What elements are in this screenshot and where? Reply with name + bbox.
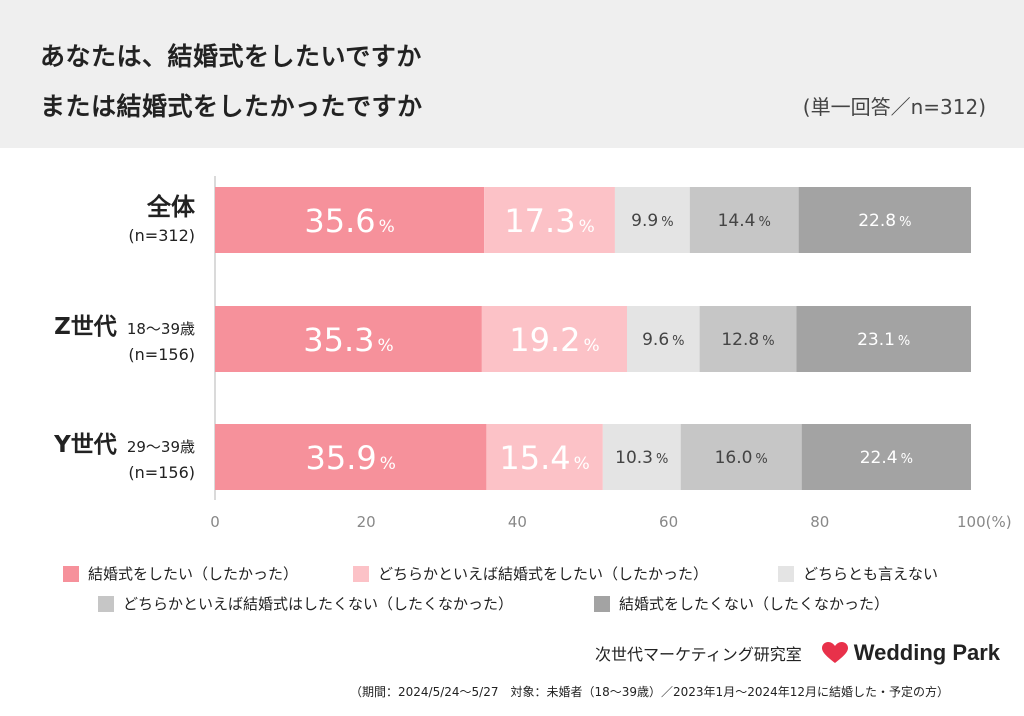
bar-segment — [614, 187, 690, 253]
bar-segment — [215, 187, 485, 253]
header-band: あなたは、結婚式をしたいですか または結婚式をしたかったですか (単一回答／n=… — [0, 0, 1024, 148]
x-tick-label: 40 — [508, 513, 527, 531]
legend-label: 結婚式をしたくない（したくなかった） — [619, 595, 890, 613]
data-label: 14.4% — [718, 211, 771, 231]
data-label: 9.9% — [631, 211, 673, 231]
data-label: 23.1% — [857, 330, 910, 350]
legend-item: どちらとも言えない — [778, 563, 938, 584]
legend-label: どちらかといえば結婚式はしたくない（したくなかった） — [123, 595, 514, 613]
data-label: 22.4% — [860, 448, 913, 468]
bar-segment — [689, 187, 799, 253]
bar-segment — [481, 306, 628, 372]
bar-segment — [486, 424, 603, 490]
bar-segment — [215, 306, 482, 372]
x-tick-label: 100(%) — [957, 513, 1012, 531]
data-label: 35.6% — [304, 202, 394, 240]
category-label: Y世代 29〜39歳 — [53, 432, 195, 458]
lab-name: 次世代マーケティング研究室 — [595, 645, 802, 664]
legend-label: 結婚式をしたい（したかった） — [88, 565, 299, 583]
category-label: 全体 — [146, 193, 196, 221]
bar-segment — [484, 187, 615, 253]
legend-item: どちらかといえば結婚式をしたい（したかった） — [353, 563, 708, 584]
data-label: 22.8% — [858, 211, 911, 231]
legend-swatch — [594, 595, 610, 612]
bar-segment — [798, 187, 971, 253]
heart-icon — [821, 642, 848, 663]
bar-segment — [602, 424, 681, 490]
category-n-label: (n=156) — [128, 463, 195, 482]
bar-segment — [215, 424, 487, 490]
response-basis: (単一回答／n=312) — [802, 95, 986, 119]
chart-title: あなたは、結婚式をしたいですか または結婚式をしたかったですか — [40, 32, 423, 132]
x-tick-label: 80 — [810, 513, 829, 531]
x-tick-label: 20 — [357, 513, 376, 531]
data-label: 35.9% — [305, 439, 395, 477]
category-n-label: (n=312) — [128, 226, 195, 245]
legend-item: どちらかといえば結婚式はしたくない（したくなかった） — [98, 593, 513, 614]
x-tick-label: 0 — [210, 513, 220, 531]
wedding-park-logo: Wedding Park — [821, 640, 1001, 666]
legend-swatch — [778, 565, 794, 582]
data-label: 9.6% — [642, 330, 684, 350]
logo-text: Wedding Park — [853, 640, 1001, 665]
data-label: 10.3% — [615, 448, 668, 468]
data-label: 17.3% — [504, 202, 594, 240]
bar-segment — [796, 306, 971, 372]
data-label: 19.2% — [509, 321, 599, 359]
title-line-1: あなたは、結婚式をしたいですか — [40, 42, 422, 71]
bar-segment — [801, 424, 971, 490]
brand-block: 次世代マーケティング研究室 Wedding Park — [595, 640, 1000, 666]
category-label: Z世代 18〜39歳 — [54, 314, 195, 340]
footnote: （期間：2024/5/24〜5/27 対象：未婚者（18〜39歳）／2023年1… — [350, 685, 950, 699]
legend-label: どちらとも言えない — [803, 565, 939, 583]
legend-swatch — [98, 595, 114, 612]
x-tick-label: 60 — [659, 513, 678, 531]
legend-label: どちらかといえば結婚式をしたい（したかった） — [378, 565, 709, 583]
data-label: 12.8% — [721, 330, 774, 350]
legend-item: 結婚式をしたい（したかった） — [63, 563, 298, 584]
data-label: 16.0% — [715, 448, 768, 468]
data-label: 35.3% — [303, 321, 393, 359]
bar-segment — [627, 306, 700, 372]
bar-segment — [680, 424, 802, 490]
legend-swatch — [353, 565, 369, 582]
legend-item: 結婚式をしたくない（したくなかった） — [594, 593, 889, 614]
title-line-2: または結婚式をしたかったですか — [40, 92, 423, 121]
data-label: 15.4% — [499, 439, 589, 477]
legend-swatch — [63, 565, 79, 582]
bar-segment — [699, 306, 797, 372]
category-n-label: (n=156) — [128, 345, 195, 364]
